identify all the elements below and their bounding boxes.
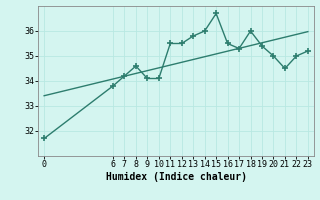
X-axis label: Humidex (Indice chaleur): Humidex (Indice chaleur) — [106, 172, 246, 182]
